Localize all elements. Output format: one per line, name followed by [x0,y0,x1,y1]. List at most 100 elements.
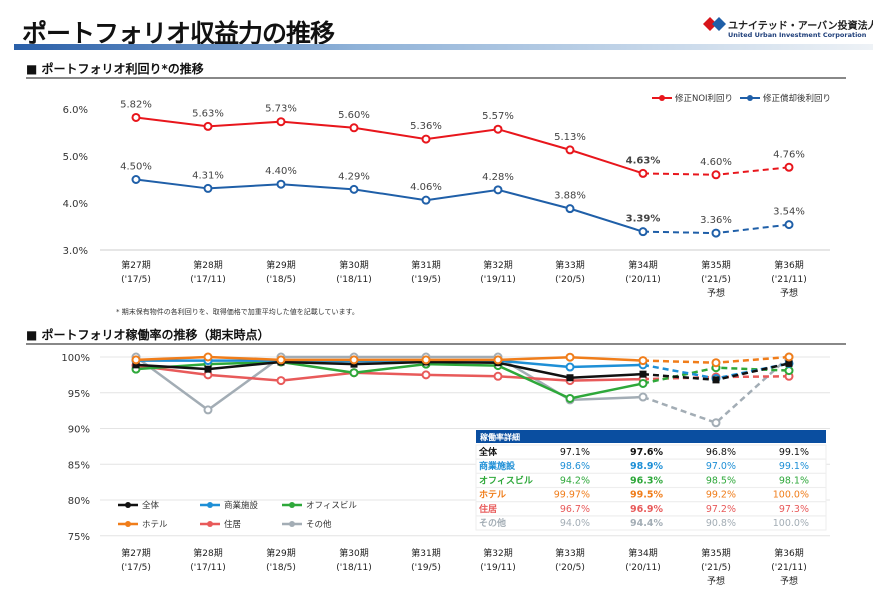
x-tick-label: 第28期 [193,547,222,559]
data-point [493,355,503,365]
x-tick-label: 第29期 [266,259,295,271]
legend-label: 商業施設 [224,500,259,511]
legend-label: 住居 [224,519,241,530]
data-label: 3.88% [554,191,586,202]
data-point [349,184,359,194]
logo-text-en: United Urban Investment Corporation [728,31,867,39]
table-row-label: 全体 [478,446,498,458]
data-point [421,195,431,205]
legend-marker [747,95,753,101]
data-label: 5.82% [120,99,152,110]
data-point [565,352,575,362]
data-point [784,352,794,362]
y-tick-label: 3.0% [63,246,88,257]
x-tick-label: ('20/11) [625,563,660,573]
data-point [638,168,648,178]
data-point [349,368,359,378]
x-tick-label: ('18/5) [266,275,296,285]
data-point [565,362,575,372]
x-tick-label: ('17/11) [190,275,225,285]
x-tick-label: ('21/11) [771,563,806,573]
table-cell: 94.0% [560,518,590,529]
data-label: 3.54% [773,207,805,218]
x-tick-label: 予想 [707,575,725,587]
data-label: 4.29% [338,171,370,182]
table-header [476,430,826,443]
data-point [132,361,140,369]
x-tick-label: 第36期 [774,259,803,271]
table-cell: 98.1% [779,475,809,486]
data-point [639,370,647,378]
data-label: 4.06% [410,182,442,193]
data-point [493,124,503,134]
data-label: 5.63% [192,108,224,119]
data-point [131,355,141,365]
table-cell: 99.2% [706,490,736,501]
y-tick-label: 5.0% [63,152,88,163]
data-label: 4.28% [482,172,514,183]
table-cell: 97.6% [630,447,663,458]
x-tick-label: 第36期 [774,547,803,559]
data-label: 3.39% [626,214,661,225]
x-tick-label: ('20/5) [555,275,585,285]
data-point [638,378,648,388]
y-tick-label: 90% [68,425,90,436]
table-cell: 96.8% [706,447,736,458]
data-point [711,418,721,428]
yield-chart: 3.0% 4.0% 5.0% 6.0% 第27期 ('17/5) 第28期 ('17/11) 第… [63,93,831,299]
table-title: 稼働率詳細 [480,432,520,442]
data-point [276,376,286,386]
page-title: ポートフォリオ収益力の推移 [22,19,335,48]
data-point [421,355,431,365]
data-point [421,134,431,144]
data-point [711,358,721,368]
table-cell: 98.9% [630,461,663,472]
x-tick-label: 第31期 [411,547,440,559]
occupancy-chart: 75% 80% 85% 90% 95% 100% 第27期 ('17/5) 第28期 ('17/1… [61,352,830,587]
table-row-label: ホテル [479,490,506,501]
data-label: 4.60% [700,157,732,168]
data-point [131,112,141,122]
data-point [638,356,648,366]
x-tick-label: ('21/5) [701,563,731,573]
x-tick-label: 第32期 [483,547,512,559]
data-point [785,359,793,367]
legend-label: ホテル [142,520,168,530]
table-cell: 94.4% [630,518,663,529]
x-tick-label: 第30期 [339,547,368,559]
data-point [565,145,575,155]
series-line [135,178,644,233]
table-row-label: オフィスビル [479,474,533,486]
data-label: 4.63% [626,155,661,166]
data-point [711,228,721,238]
y-tick-label: 95% [68,389,90,400]
x-tick-label: ('19/5) [411,275,441,285]
table-cell: 98.6% [560,461,590,472]
y-tick-label: 85% [68,460,90,471]
data-label: 3.36% [700,215,732,226]
table-cell: 97.2% [706,504,736,515]
x-tick-label: 第35期 [701,547,730,559]
x-tick-label: ('17/5) [121,563,151,573]
x-tick-label: 第30期 [339,259,368,271]
x-tick-label: ('21/11) [771,275,806,285]
x-tick-label: ('18/11) [336,563,371,573]
data-point [565,204,575,214]
legend-label: その他 [306,519,332,530]
series-line [135,360,644,400]
x-tick-label: ('19/11) [480,563,515,573]
table-cell: 90.8% [706,518,736,529]
data-point [565,393,575,403]
legend-label: 修正償却後利回り [763,93,831,104]
data-label: 4.76% [773,149,805,160]
table-row [475,515,827,531]
data-point [784,162,794,172]
data-label: 5.13% [554,132,586,143]
data-point [203,352,213,362]
legend-marker [659,95,665,101]
legend-marker [125,502,131,508]
data-point [276,117,286,127]
legend-label: オフィスビル [306,501,357,511]
x-tick-label: 予想 [780,575,798,587]
legend-marker [207,502,213,508]
